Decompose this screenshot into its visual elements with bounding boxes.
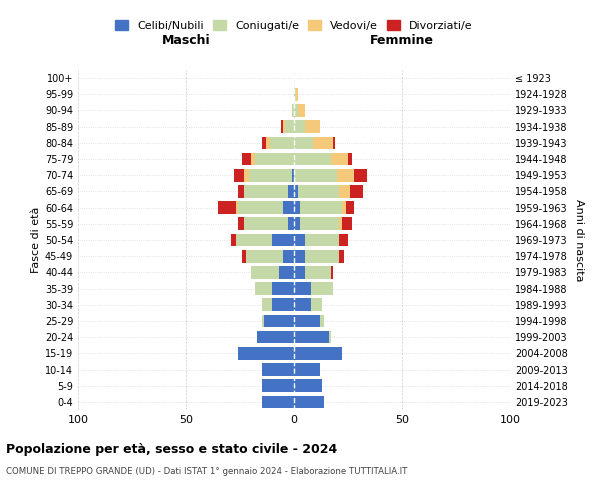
Bar — [244, 185, 287, 198]
Bar — [283, 202, 294, 214]
Bar — [236, 202, 238, 214]
Bar — [238, 185, 244, 198]
Bar — [305, 234, 340, 246]
Bar — [294, 234, 305, 246]
Bar — [255, 152, 294, 166]
Bar — [298, 185, 340, 198]
Bar — [340, 234, 348, 246]
Bar — [294, 250, 305, 262]
Text: Maschi: Maschi — [161, 34, 211, 48]
Bar — [350, 185, 363, 198]
Bar — [340, 218, 341, 230]
Bar — [248, 169, 292, 181]
Bar — [281, 120, 283, 133]
Bar — [294, 152, 331, 166]
Bar — [262, 380, 294, 392]
Bar — [262, 396, 294, 408]
Bar — [294, 202, 301, 214]
Bar — [236, 234, 272, 246]
Bar — [333, 136, 335, 149]
Bar — [294, 363, 320, 376]
Bar — [305, 266, 331, 278]
Bar — [251, 152, 255, 166]
Bar — [264, 314, 294, 328]
Bar — [294, 331, 329, 344]
Bar — [294, 169, 337, 181]
Bar — [233, 169, 244, 181]
Bar — [238, 218, 244, 230]
Bar — [279, 266, 294, 278]
Bar — [244, 218, 287, 230]
Bar — [341, 218, 352, 230]
Bar — [301, 202, 341, 214]
Bar — [337, 169, 355, 181]
Bar — [294, 282, 311, 295]
Bar — [242, 152, 251, 166]
Bar — [286, 120, 294, 133]
Bar — [294, 266, 305, 278]
Bar — [305, 250, 340, 262]
Bar — [218, 202, 236, 214]
Bar — [238, 202, 283, 214]
Bar — [294, 347, 341, 360]
Bar — [257, 331, 294, 344]
Bar — [331, 266, 333, 278]
Bar — [272, 298, 294, 311]
Bar — [294, 120, 305, 133]
Bar — [283, 250, 294, 262]
Bar — [355, 169, 367, 181]
Bar — [294, 88, 296, 101]
Bar — [238, 347, 294, 360]
Bar — [262, 136, 266, 149]
Text: Femmine: Femmine — [370, 34, 434, 48]
Bar — [262, 363, 294, 376]
Bar — [298, 104, 305, 117]
Y-axis label: Fasce di età: Fasce di età — [31, 207, 41, 273]
Bar — [305, 120, 320, 133]
Bar — [294, 396, 324, 408]
Bar — [294, 218, 301, 230]
Bar — [296, 88, 298, 101]
Bar — [272, 282, 294, 295]
Bar — [311, 282, 333, 295]
Bar — [331, 152, 348, 166]
Bar — [242, 250, 247, 262]
Bar — [294, 380, 322, 392]
Bar — [292, 104, 294, 117]
Bar — [283, 120, 286, 133]
Bar — [311, 298, 322, 311]
Bar — [292, 169, 294, 181]
Bar — [232, 234, 236, 246]
Bar — [287, 218, 294, 230]
Bar — [270, 136, 294, 149]
Bar — [266, 136, 270, 149]
Bar — [244, 169, 248, 181]
Bar — [294, 185, 298, 198]
Bar — [346, 202, 355, 214]
Bar — [294, 298, 311, 311]
Bar — [287, 185, 294, 198]
Text: Popolazione per età, sesso e stato civile - 2024: Popolazione per età, sesso e stato civil… — [6, 442, 337, 456]
Bar — [262, 314, 264, 328]
Bar — [340, 185, 350, 198]
Bar — [341, 202, 346, 214]
Bar — [340, 250, 344, 262]
Legend: Celibi/Nubili, Coniugati/e, Vedovi/e, Divorziati/e: Celibi/Nubili, Coniugati/e, Vedovi/e, Di… — [111, 16, 477, 36]
Bar — [251, 266, 279, 278]
Bar — [294, 314, 320, 328]
Bar — [272, 234, 294, 246]
Bar — [301, 218, 340, 230]
Bar — [255, 282, 272, 295]
Bar — [313, 136, 333, 149]
Bar — [348, 152, 352, 166]
Bar — [262, 298, 272, 311]
Bar — [294, 136, 313, 149]
Bar — [320, 314, 324, 328]
Text: COMUNE DI TREPPO GRANDE (UD) - Dati ISTAT 1° gennaio 2024 - Elaborazione TUTTITA: COMUNE DI TREPPO GRANDE (UD) - Dati ISTA… — [6, 468, 407, 476]
Bar — [294, 104, 298, 117]
Y-axis label: Anni di nascita: Anni di nascita — [574, 198, 584, 281]
Bar — [247, 250, 283, 262]
Bar — [329, 331, 331, 344]
